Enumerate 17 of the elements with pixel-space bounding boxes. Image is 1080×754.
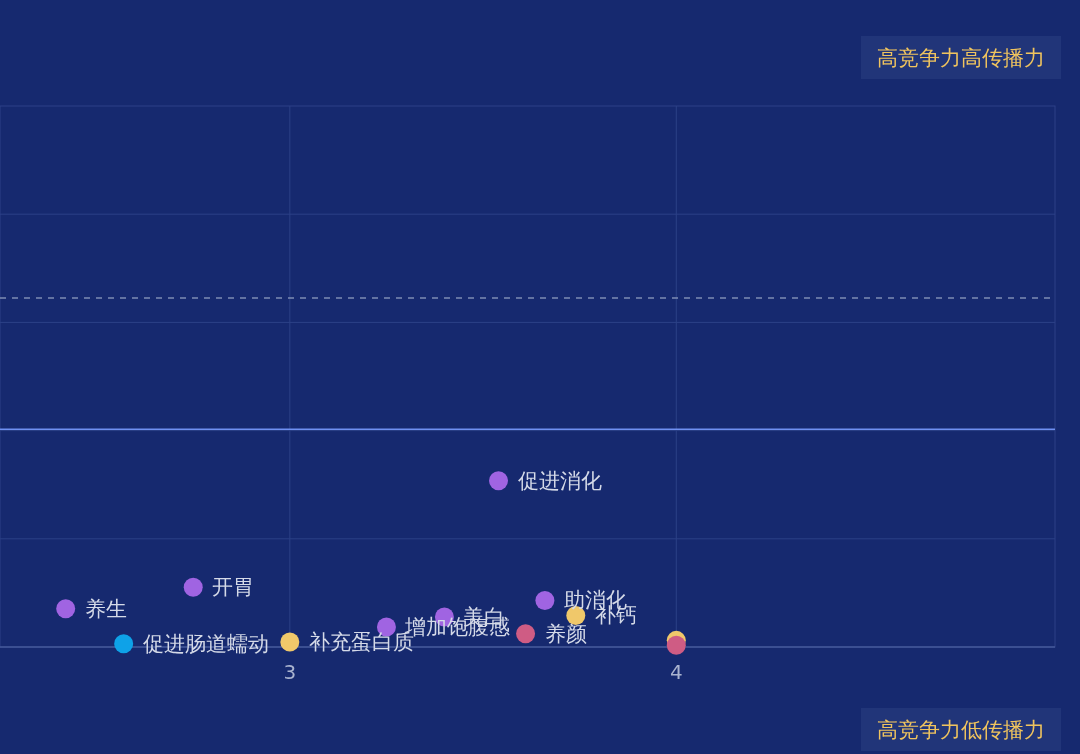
- text: 高竞争力低传播力: [877, 718, 1045, 742]
- point: [56, 599, 76, 619]
- point: [489, 471, 509, 491]
- annotation: 养生: [84, 596, 127, 621]
- annotation: 促进肠道蠕动: [142, 631, 269, 656]
- point: [516, 624, 536, 644]
- annotation: 促进消化: [517, 468, 602, 493]
- x-tick-label: 3: [283, 660, 297, 684]
- text: 高竞争力高传播力: [877, 46, 1045, 70]
- point: [183, 577, 203, 597]
- point: [666, 635, 686, 655]
- annotation: 开胃: [212, 575, 255, 600]
- point: [535, 590, 555, 610]
- point: [114, 634, 134, 654]
- point: [280, 632, 300, 652]
- x-tick-label: 4: [669, 660, 683, 684]
- annotation: 养颜: [544, 621, 587, 646]
